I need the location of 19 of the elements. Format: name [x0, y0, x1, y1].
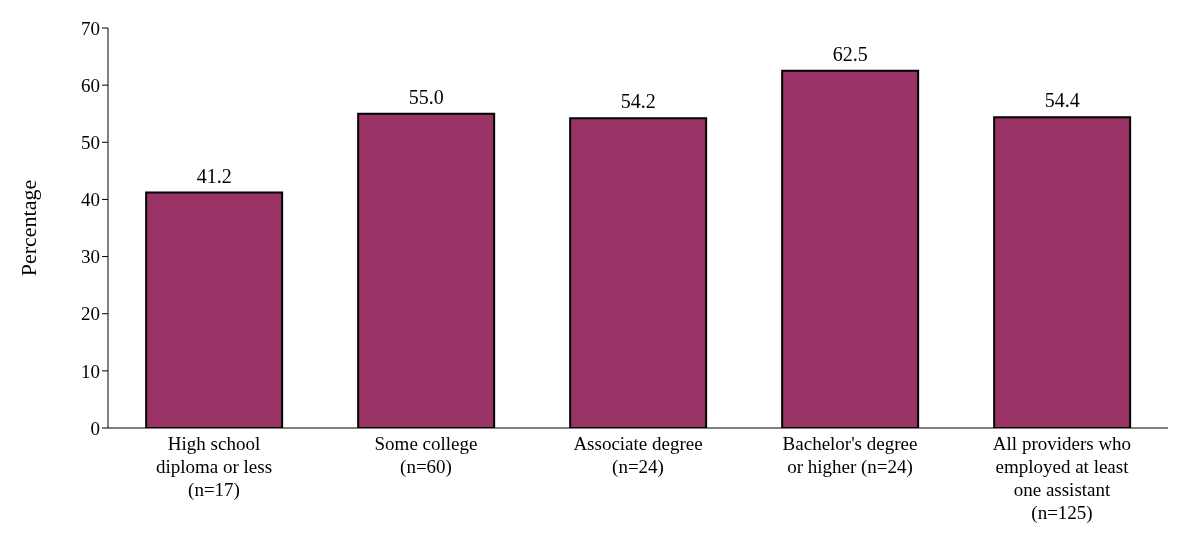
y-tick-label: 60 — [81, 74, 100, 96]
y-tick-label: 40 — [81, 189, 100, 211]
x-tick-label: Some college (n=60) — [374, 433, 478, 478]
data-label: 54.2 — [620, 90, 656, 113]
x-tick-label: Bachelor's degree or higher (n=24) — [782, 433, 918, 478]
data-label: 62.5 — [832, 42, 868, 65]
data-label: 41.2 — [196, 164, 232, 187]
data-label: 55.0 — [408, 85, 444, 108]
y-axis-title: Percentage — [15, 179, 41, 277]
y-tick-label: 30 — [81, 246, 100, 268]
y-tick-label: 20 — [81, 303, 100, 325]
y-tick-label: 10 — [81, 360, 100, 382]
x-tick-label: All providers who employed at least one assistant (n=125) — [992, 433, 1132, 524]
data-label: 54.4 — [1044, 89, 1080, 112]
y-tick-label: 50 — [81, 132, 100, 154]
x-tick-label: High school diploma or less (n=17) — [155, 433, 273, 501]
x-tick-label: Associate degree (n=24) — [573, 433, 703, 478]
y-tick-label: 0 — [90, 417, 100, 439]
y-tick-label: 70 — [81, 17, 100, 39]
